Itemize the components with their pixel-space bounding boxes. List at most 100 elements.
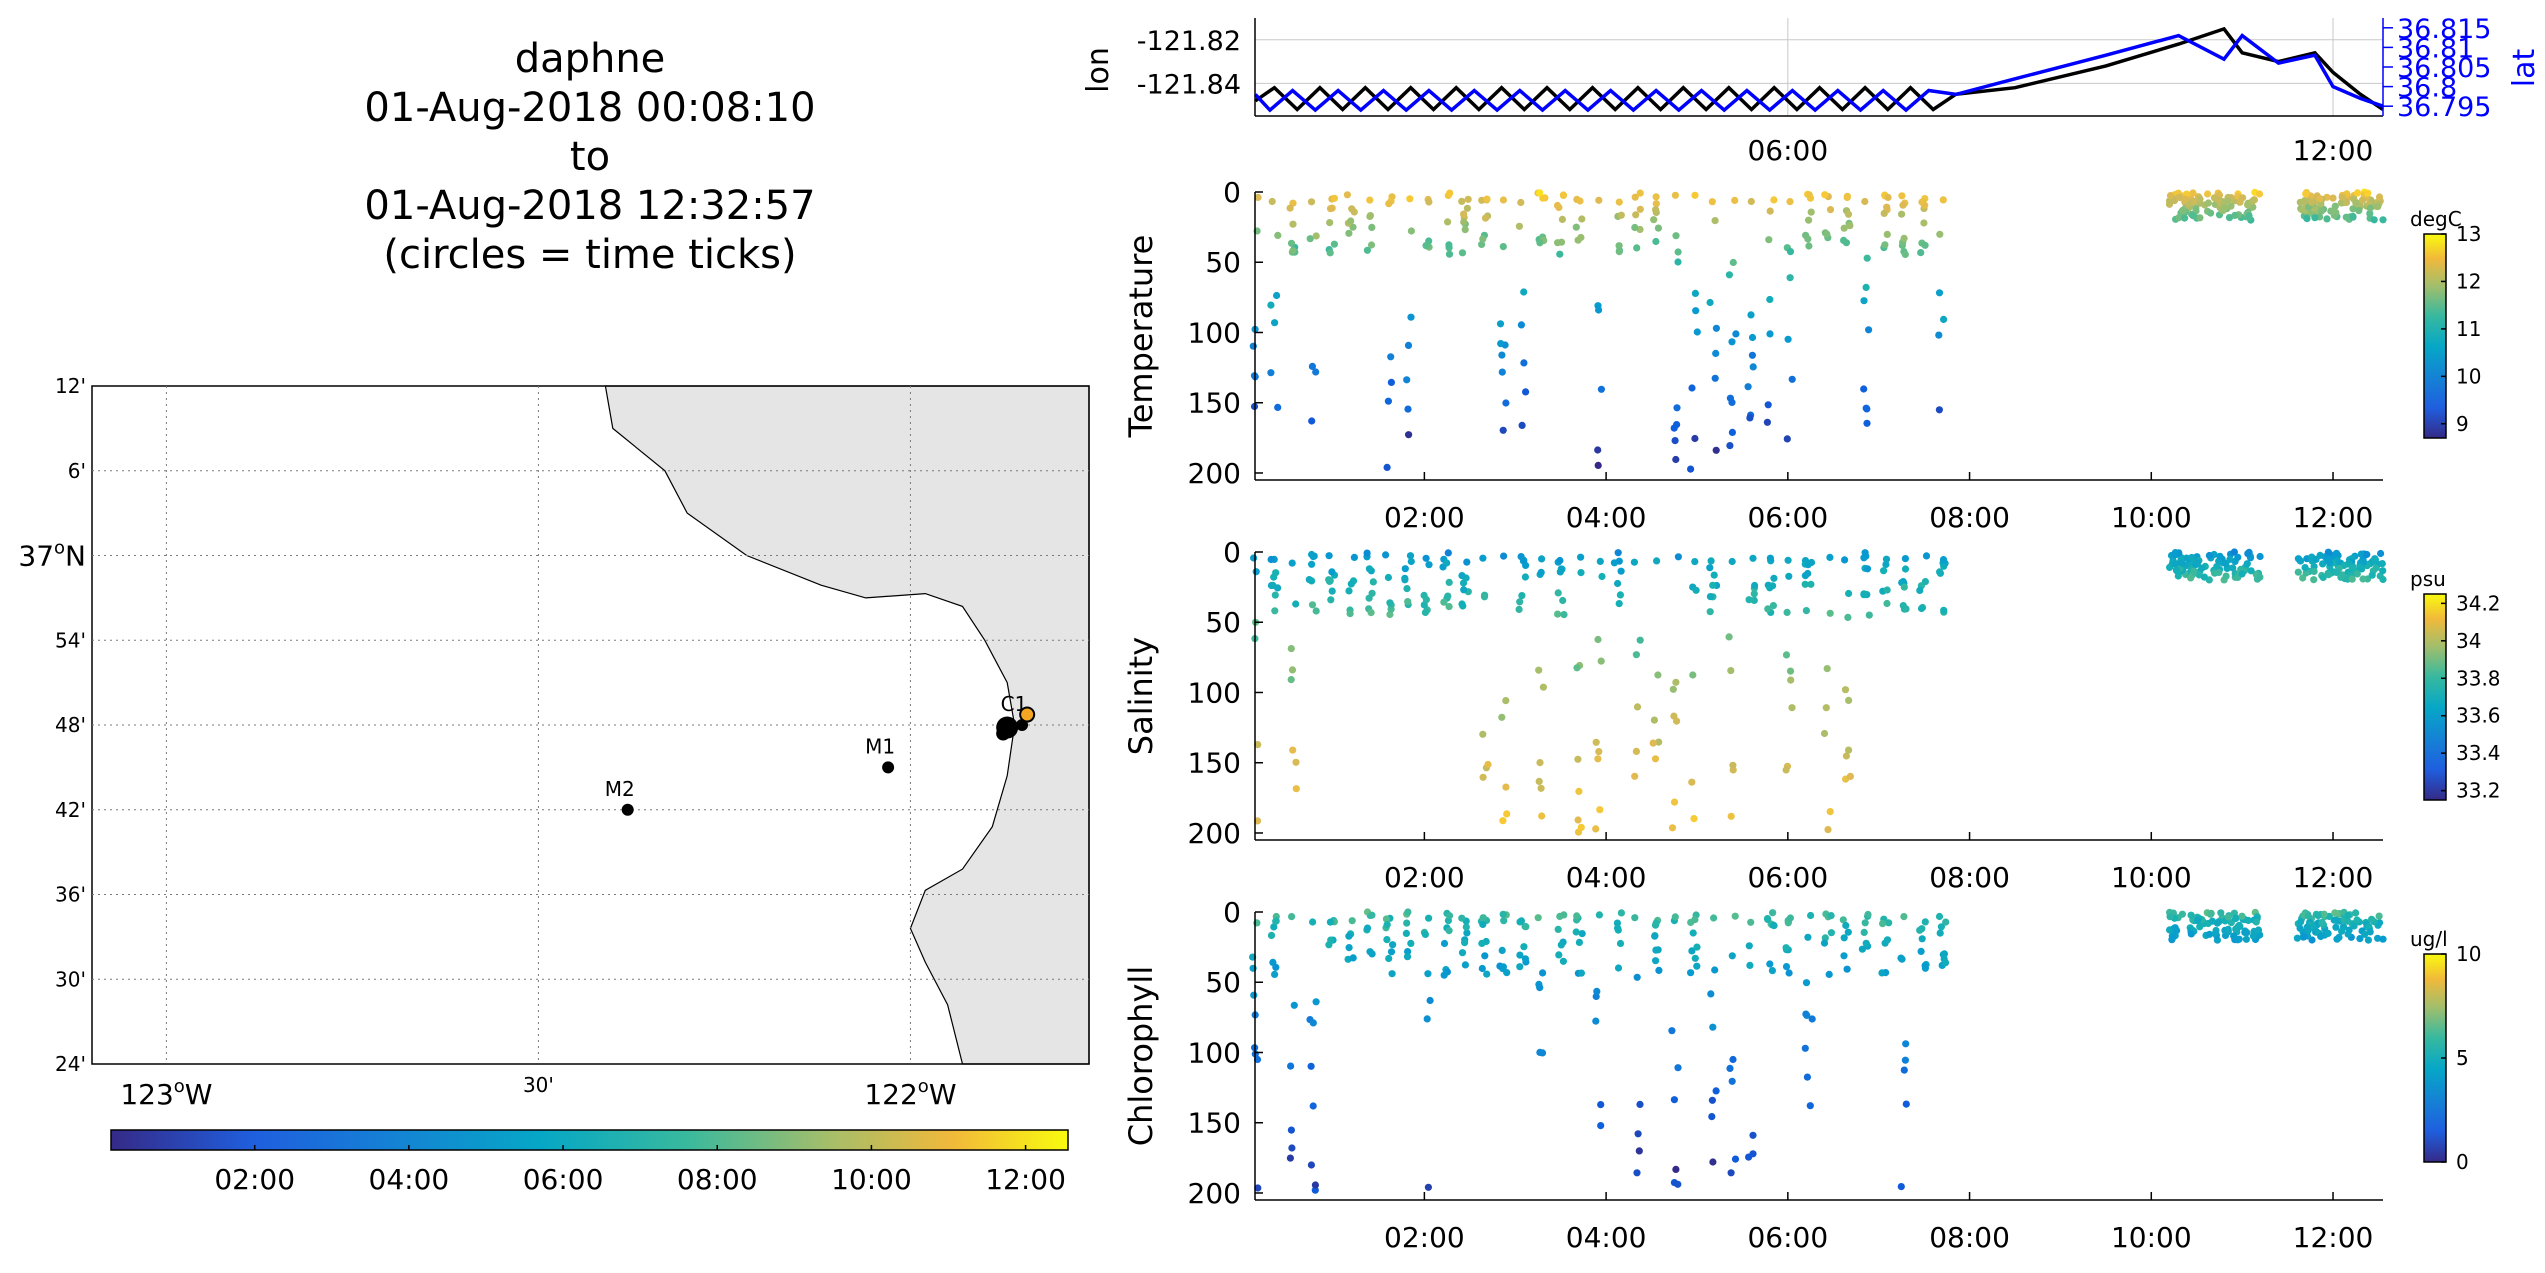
data-point <box>1712 349 1720 357</box>
data-point <box>1287 239 1296 247</box>
y-tick-label: 0 <box>1223 176 1241 209</box>
data-point <box>2348 575 2356 583</box>
data-point <box>1594 446 1602 454</box>
data-point <box>1842 921 1850 930</box>
data-point <box>1688 778 1696 786</box>
data-point <box>2196 214 2204 222</box>
data-point <box>2207 209 2215 217</box>
data-point <box>1538 555 1546 563</box>
data-point <box>1595 196 1603 204</box>
data-point <box>1765 236 1773 244</box>
data-point <box>2366 209 2374 217</box>
y-tick-label: 0 <box>1223 536 1241 569</box>
data-point <box>1880 567 1888 575</box>
colorbar-tick-label: 34.2 <box>2456 591 2501 615</box>
data-point <box>1935 289 1944 297</box>
data-point <box>2181 195 2190 203</box>
data-point <box>1287 1062 1295 1070</box>
map-panel: 123oW 30' 122oW 12' 6' 37oN 54' 48' 42' 36' 30' 24'… <box>18 374 1090 1196</box>
data-point <box>1750 590 1758 598</box>
data-point <box>1862 404 1870 412</box>
y-tick-label: 150 <box>1188 387 1241 420</box>
data-point <box>1424 1183 1432 1191</box>
data-point <box>1458 249 1467 257</box>
data-point <box>1706 593 1714 601</box>
colorbar-unit-label: ug/l <box>2410 927 2448 951</box>
data-point <box>1403 919 1411 927</box>
data-point <box>1312 998 1320 1006</box>
data-point <box>2379 935 2387 943</box>
data-point <box>2379 575 2387 584</box>
data-point <box>2304 926 2312 935</box>
data-point <box>1861 919 1869 927</box>
data-point <box>1309 1102 1317 1110</box>
data-point <box>2344 911 2352 920</box>
data-point <box>1749 363 1757 371</box>
data-point <box>1691 434 1699 443</box>
data-point <box>1478 939 1486 948</box>
data-point <box>1883 586 1891 594</box>
data-point <box>1764 915 1772 924</box>
data-point <box>1727 1169 1735 1177</box>
lon-tick-label: -121.82 <box>1137 26 1241 57</box>
figure-title: daphne 01-Aug-2018 00:08:10 to 01-Aug-20… <box>270 35 910 280</box>
map-y-tick-label: 54' <box>55 628 86 652</box>
data-point <box>1534 914 1542 922</box>
data-point <box>2175 193 2183 201</box>
colorbar <box>2423 233 2447 439</box>
data-point <box>1556 556 1564 565</box>
data-point <box>1782 944 1790 952</box>
colorbar-tick-label: 10 <box>2456 364 2481 388</box>
data-point <box>1822 704 1830 712</box>
data-point <box>1671 437 1679 445</box>
data-point <box>1536 759 1544 767</box>
map-x-tick-label: 123oW <box>120 1076 212 1111</box>
track-end-marker <box>1019 706 1036 723</box>
colorbar-tick-label: 33.6 <box>2456 704 2501 728</box>
data-point <box>1311 1181 1319 1189</box>
data-point <box>2331 909 2339 917</box>
data-point <box>1308 601 1317 609</box>
data-point <box>1823 665 1831 673</box>
data-point <box>1725 633 1733 641</box>
data-point <box>1573 912 1581 920</box>
data-point <box>1577 553 1585 561</box>
data-point <box>1917 604 1926 613</box>
data-point <box>1844 210 1853 218</box>
data-point <box>1445 250 1454 258</box>
data-point <box>1807 208 1815 216</box>
data-point <box>1555 951 1563 959</box>
data-point <box>1782 651 1791 659</box>
data-point <box>1879 920 1887 928</box>
data-point <box>1652 237 1660 246</box>
data-point <box>1899 602 1907 610</box>
data-point <box>1271 970 1279 979</box>
data-point <box>1538 812 1546 820</box>
station-label: M1 <box>865 734 895 758</box>
data-point <box>1785 572 1793 580</box>
data-point <box>2379 216 2387 224</box>
data-point <box>1726 1064 1734 1072</box>
data-point <box>1577 569 1585 577</box>
data-point <box>1883 599 1891 608</box>
data-point <box>1865 611 1873 619</box>
data-point <box>1784 335 1792 343</box>
data-point <box>1633 703 1642 711</box>
data-point <box>2211 930 2219 938</box>
data-point <box>1942 918 1950 926</box>
data-point <box>1901 250 1909 258</box>
data-point <box>1308 577 1316 585</box>
data-point <box>1363 549 1371 557</box>
data-point <box>1516 598 1524 606</box>
y-tick-label: 200 <box>1188 817 1241 850</box>
data-point <box>1691 558 1699 566</box>
data-point <box>1267 369 1275 377</box>
data-point <box>1254 1184 1262 1192</box>
data-point <box>1936 568 1944 576</box>
data-point <box>1820 939 1829 947</box>
data-point <box>1598 572 1606 581</box>
data-point <box>1594 755 1602 763</box>
data-point <box>1536 239 1544 247</box>
data-point <box>1858 945 1866 953</box>
data-point <box>2198 564 2206 572</box>
